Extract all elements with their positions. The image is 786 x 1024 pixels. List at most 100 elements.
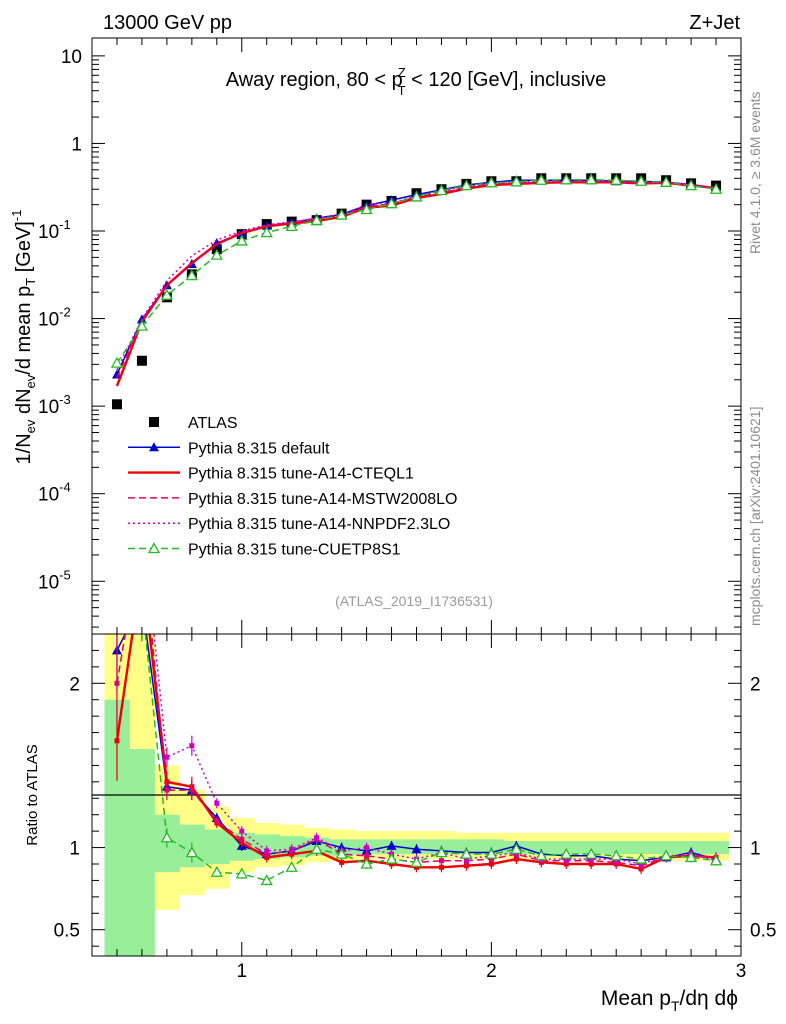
- main-panel: Away region, 80 < pZ T < 120 [GeV], inclu…: [9, 37, 742, 635]
- ratio-data-point: [560, 847, 573, 859]
- ratio-y-axis-label: Ratio to ATLAS: [24, 744, 41, 845]
- ratio-series-layer: [111, 522, 723, 886]
- main-y-tick-label: 10-2: [38, 305, 71, 331]
- rivet-version-label: Rivet 4.1.0, ≥ 3.6M events: [747, 91, 763, 254]
- legend-label: Pythia 8.315 tune-A14-CTEQL1: [188, 466, 414, 483]
- legend-label: ATLAS: [188, 415, 238, 432]
- main-data-point: [185, 269, 198, 281]
- ratio-data-point: [214, 800, 220, 806]
- ratio-data-point: [164, 754, 170, 760]
- legend: ATLAS Pythia 8.315 default Pythia 8.315 tu…: [128, 415, 457, 559]
- main-data-point: [460, 179, 473, 191]
- main-y-tick-label: 1: [71, 134, 82, 155]
- main-data-point: [260, 226, 273, 238]
- ratio-x-axis-label: Mean pT/dη dϕ: [601, 987, 738, 1014]
- main-data-point: [660, 175, 673, 187]
- legend-label: Pythia 8.315 tune-CUETP8S1: [188, 542, 401, 559]
- main-data-point: [110, 356, 124, 368]
- ratio-data-point: [112, 522, 122, 531]
- legend-label: Pythia 8.315 tune-A14-NNPDF2.3LO: [188, 516, 450, 533]
- ratio-data-point: [314, 835, 320, 841]
- main-data-point: [560, 173, 573, 185]
- ratio-band-green: [129, 749, 155, 956]
- legend-label: Pythia 8.315 default: [188, 440, 330, 457]
- main-data-point: [136, 355, 147, 366]
- ratio-data-point: [137, 596, 147, 605]
- ratio-data-point: [364, 853, 370, 859]
- ratio-data-point: [285, 860, 298, 872]
- ratio-data-point: [210, 865, 223, 877]
- main-data-point: [235, 234, 248, 246]
- ratio-band-green: [653, 841, 680, 855]
- main-series-4: [116, 180, 717, 371]
- main-data-point: [160, 288, 173, 300]
- main-data-point: [360, 203, 373, 215]
- main-plot-title: Away region, 80 < pZ T < 120 [GeV], inclu…: [226, 65, 607, 98]
- legend-marker: [149, 417, 159, 427]
- ratio-band-green: [528, 841, 555, 855]
- ratio-data-point: [139, 566, 144, 571]
- ratio-data-point: [160, 831, 173, 843]
- main-y-tick-labels: 10 1 10-1 10-2 10-3 10-4 10-5: [38, 47, 82, 593]
- ratio-data-point: [164, 787, 170, 793]
- ratio-x-tick-labels: 1 2 3: [236, 961, 746, 982]
- main-data-point: [635, 174, 648, 186]
- main-data-point: [410, 190, 423, 202]
- ratio-data-point: [410, 856, 423, 868]
- ratio-y-tick-label-left: 2: [69, 674, 80, 695]
- ratio-band-green: [204, 829, 230, 864]
- ratio-band-green: [453, 839, 480, 855]
- ratio-y-tick-label-right: 1: [750, 839, 761, 860]
- ratio-x-tick-label: 3: [736, 961, 747, 982]
- ratio-axis-ticks: [91, 633, 742, 956]
- ratio-data-point: [485, 847, 498, 859]
- main-data-point: [135, 319, 149, 331]
- main-data-point: [111, 369, 122, 379]
- main-series-3: [116, 180, 717, 379]
- ratio-data-point: [364, 845, 370, 851]
- ratio-data-point: [335, 847, 348, 859]
- ratio-band-green: [553, 841, 580, 855]
- ratio-x-tick-label: 2: [486, 961, 497, 982]
- ratio-plot-frame: [91, 633, 742, 957]
- main-y-tick-label: 10: [61, 47, 82, 68]
- ratio-data-point: [438, 858, 444, 864]
- ratio-data-point: [239, 836, 245, 842]
- ratio-data-point: [585, 847, 598, 859]
- ratio-data-point: [635, 852, 648, 864]
- energy-label: 13000 GeV pp: [103, 12, 232, 34]
- main-data-point: [510, 175, 523, 187]
- ratio-y-tick-label-right: 2: [750, 674, 761, 695]
- main-series-layer: [110, 173, 723, 410]
- main-series-line: [116, 178, 717, 364]
- main-y-axis-label: 1/Nev dNev/d mean pT [GeV]-1: [9, 210, 38, 465]
- ratio-x-tick-label: 1: [236, 961, 247, 982]
- main-data-point: [310, 214, 323, 226]
- main-data-point: [435, 184, 448, 196]
- ratio-data-point: [137, 596, 147, 605]
- ratio-data-point: [709, 854, 723, 866]
- ratio-data-point: [435, 846, 448, 858]
- ratio-data-point: [610, 849, 623, 861]
- ratio-data-point: [114, 680, 120, 686]
- ratio-data-point: [460, 847, 473, 859]
- main-data-point: [335, 208, 348, 220]
- ratio-data-point: [438, 864, 444, 870]
- main-series-2: [115, 181, 717, 387]
- main-data-point: [285, 220, 298, 232]
- main-data-point: [535, 173, 548, 185]
- ratio-y-tick-label-left: 1: [69, 839, 80, 860]
- ratio-data-point: [260, 874, 273, 886]
- ratio-y-tick-label-left: 0.5: [54, 921, 80, 942]
- main-data-point: [385, 197, 398, 209]
- ratio-panel: 2 2 1 1 0.5 0.5 1 2 3 Ratio to ATLAS Mean pT/dη…: [24, 522, 776, 1014]
- main-data-point: [485, 176, 498, 188]
- ratio-data-point: [339, 859, 345, 865]
- ratio-data-point: [289, 846, 295, 852]
- ratio-data-point: [310, 842, 323, 854]
- main-y-tick-label: 10-3: [38, 392, 71, 418]
- main-series-5: [110, 173, 723, 368]
- ratio-data-point: [139, 533, 144, 538]
- ratio-data-point: [264, 848, 270, 854]
